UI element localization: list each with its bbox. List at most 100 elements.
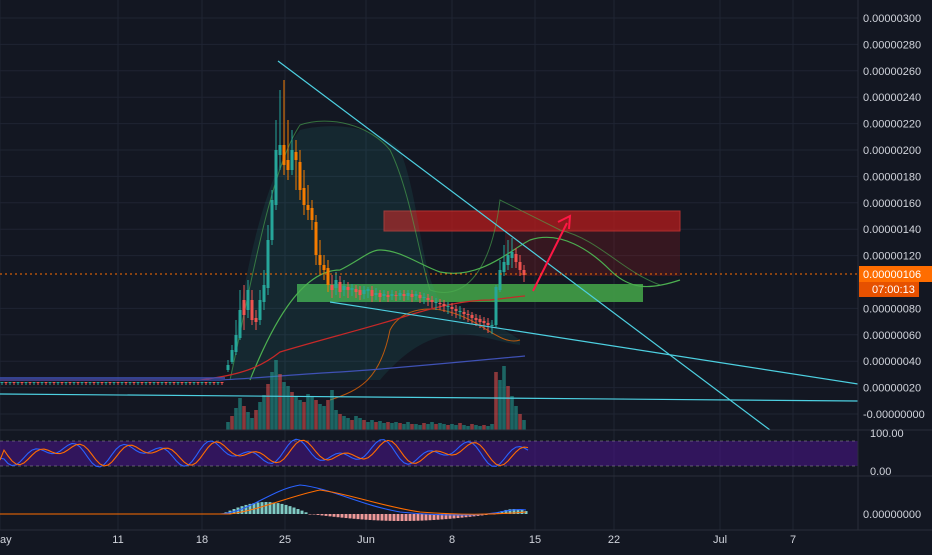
candle-body (391, 294, 394, 296)
candle-body (243, 300, 246, 315)
candle-body (435, 302, 438, 303)
volume-bar (506, 386, 510, 430)
volume-bar (398, 423, 402, 430)
macd-histogram-bar (397, 514, 400, 521)
candle-body (303, 188, 306, 205)
volume-bar (246, 412, 250, 430)
candle-body (479, 319, 482, 322)
candle-body (307, 205, 310, 210)
macd-histogram-bar (429, 514, 432, 520)
candle-body (295, 152, 298, 160)
volume-bar (378, 421, 382, 430)
macd-histogram-bar (425, 514, 428, 520)
time-axis-tick-label: 22 (608, 534, 620, 546)
candle-body (511, 252, 514, 258)
candle-body (495, 287, 498, 325)
candle-body (267, 240, 270, 288)
candle-body (351, 288, 354, 290)
volume-bar (354, 416, 358, 430)
candle-body (315, 222, 318, 255)
volume-bar (274, 360, 278, 430)
volume-bar (298, 400, 302, 430)
candle-body (173, 382, 176, 383)
candle-body (85, 382, 88, 383)
volume-bar (266, 384, 270, 430)
price-axis-tick-label: 0.00000160 (863, 198, 921, 210)
candle-body (197, 382, 200, 383)
candle-body (467, 314, 470, 315)
candle-body (81, 382, 84, 383)
volume-bar (474, 425, 478, 430)
time-axis-tick-label: Jul (713, 534, 727, 546)
volume-bar (254, 410, 258, 430)
candle-body (137, 382, 140, 383)
candle-body (371, 290, 374, 296)
candle-body (263, 285, 266, 302)
candle-body (283, 145, 286, 165)
macd-histogram-bar (305, 512, 308, 514)
macd-histogram-bar (293, 508, 296, 514)
macd-histogram-bar (337, 514, 340, 517)
macd-histogram-bar (405, 514, 408, 521)
candle-body (515, 254, 518, 262)
volume-bar (358, 418, 362, 430)
candle-body (33, 382, 36, 383)
macd-histogram-bar (353, 514, 356, 519)
volume-bar (494, 372, 498, 430)
price-axis-tick-label: 0.00000260 (863, 66, 921, 78)
candle-body (299, 162, 302, 190)
candle-body (29, 382, 32, 383)
candle-body (117, 382, 120, 383)
volume-bar (370, 420, 374, 430)
price-axis-tick-label: -0.00000000 (863, 409, 925, 421)
macd-histogram-bar (385, 514, 388, 521)
volume-bar (334, 410, 338, 430)
volume-bar (374, 422, 378, 430)
candle-body (279, 145, 282, 155)
candle-body (507, 255, 510, 265)
candle-body (363, 290, 366, 294)
macd-histogram-bar (417, 514, 420, 521)
time-axis-tick-label: 18 (196, 534, 208, 546)
price-axis-tick-label: 0.00000040 (863, 356, 921, 368)
macd-histogram-bar (349, 514, 352, 518)
volume-bar (454, 425, 458, 430)
macd-histogram-bar (281, 504, 284, 514)
volume-bar (350, 420, 354, 430)
time-axis-tick-label: 15 (529, 534, 541, 546)
macd-histogram-bar (285, 505, 288, 514)
volume-bar (438, 423, 442, 430)
candle-body (49, 382, 52, 383)
macd-histogram-bar (345, 514, 348, 518)
candle-body (459, 311, 462, 312)
candle-body (395, 295, 398, 296)
candle-body (113, 382, 116, 383)
time-axis-tick-label: 7 (790, 534, 796, 546)
candle-body (323, 265, 326, 270)
candle-body (121, 382, 124, 383)
candle-body (359, 290, 362, 295)
candle-body (53, 382, 56, 383)
macd-histogram-bar (381, 514, 384, 521)
candle-body (423, 297, 426, 298)
macd-histogram-bar (393, 514, 396, 521)
volume-bar (442, 424, 446, 430)
candle-body (463, 312, 466, 314)
macd-histogram-bar (333, 514, 336, 517)
macd-histogram-bar (325, 514, 328, 516)
volume-bar (318, 404, 322, 430)
candle-body (247, 290, 250, 310)
candle-body (213, 382, 216, 383)
price-axis-tick-label: 0.00000060 (863, 330, 921, 342)
candle-body (21, 382, 24, 383)
price-axis-tick-label: 0.00000300 (863, 13, 921, 25)
candle-body (347, 287, 350, 290)
resistance-target-zone[interactable] (384, 211, 680, 231)
price-axis-tick-label: 0.00000180 (863, 171, 921, 183)
volume-bar (386, 422, 390, 430)
candle-body (439, 303, 442, 304)
macd-histogram-bar (289, 506, 292, 514)
volume-bar (258, 402, 262, 430)
